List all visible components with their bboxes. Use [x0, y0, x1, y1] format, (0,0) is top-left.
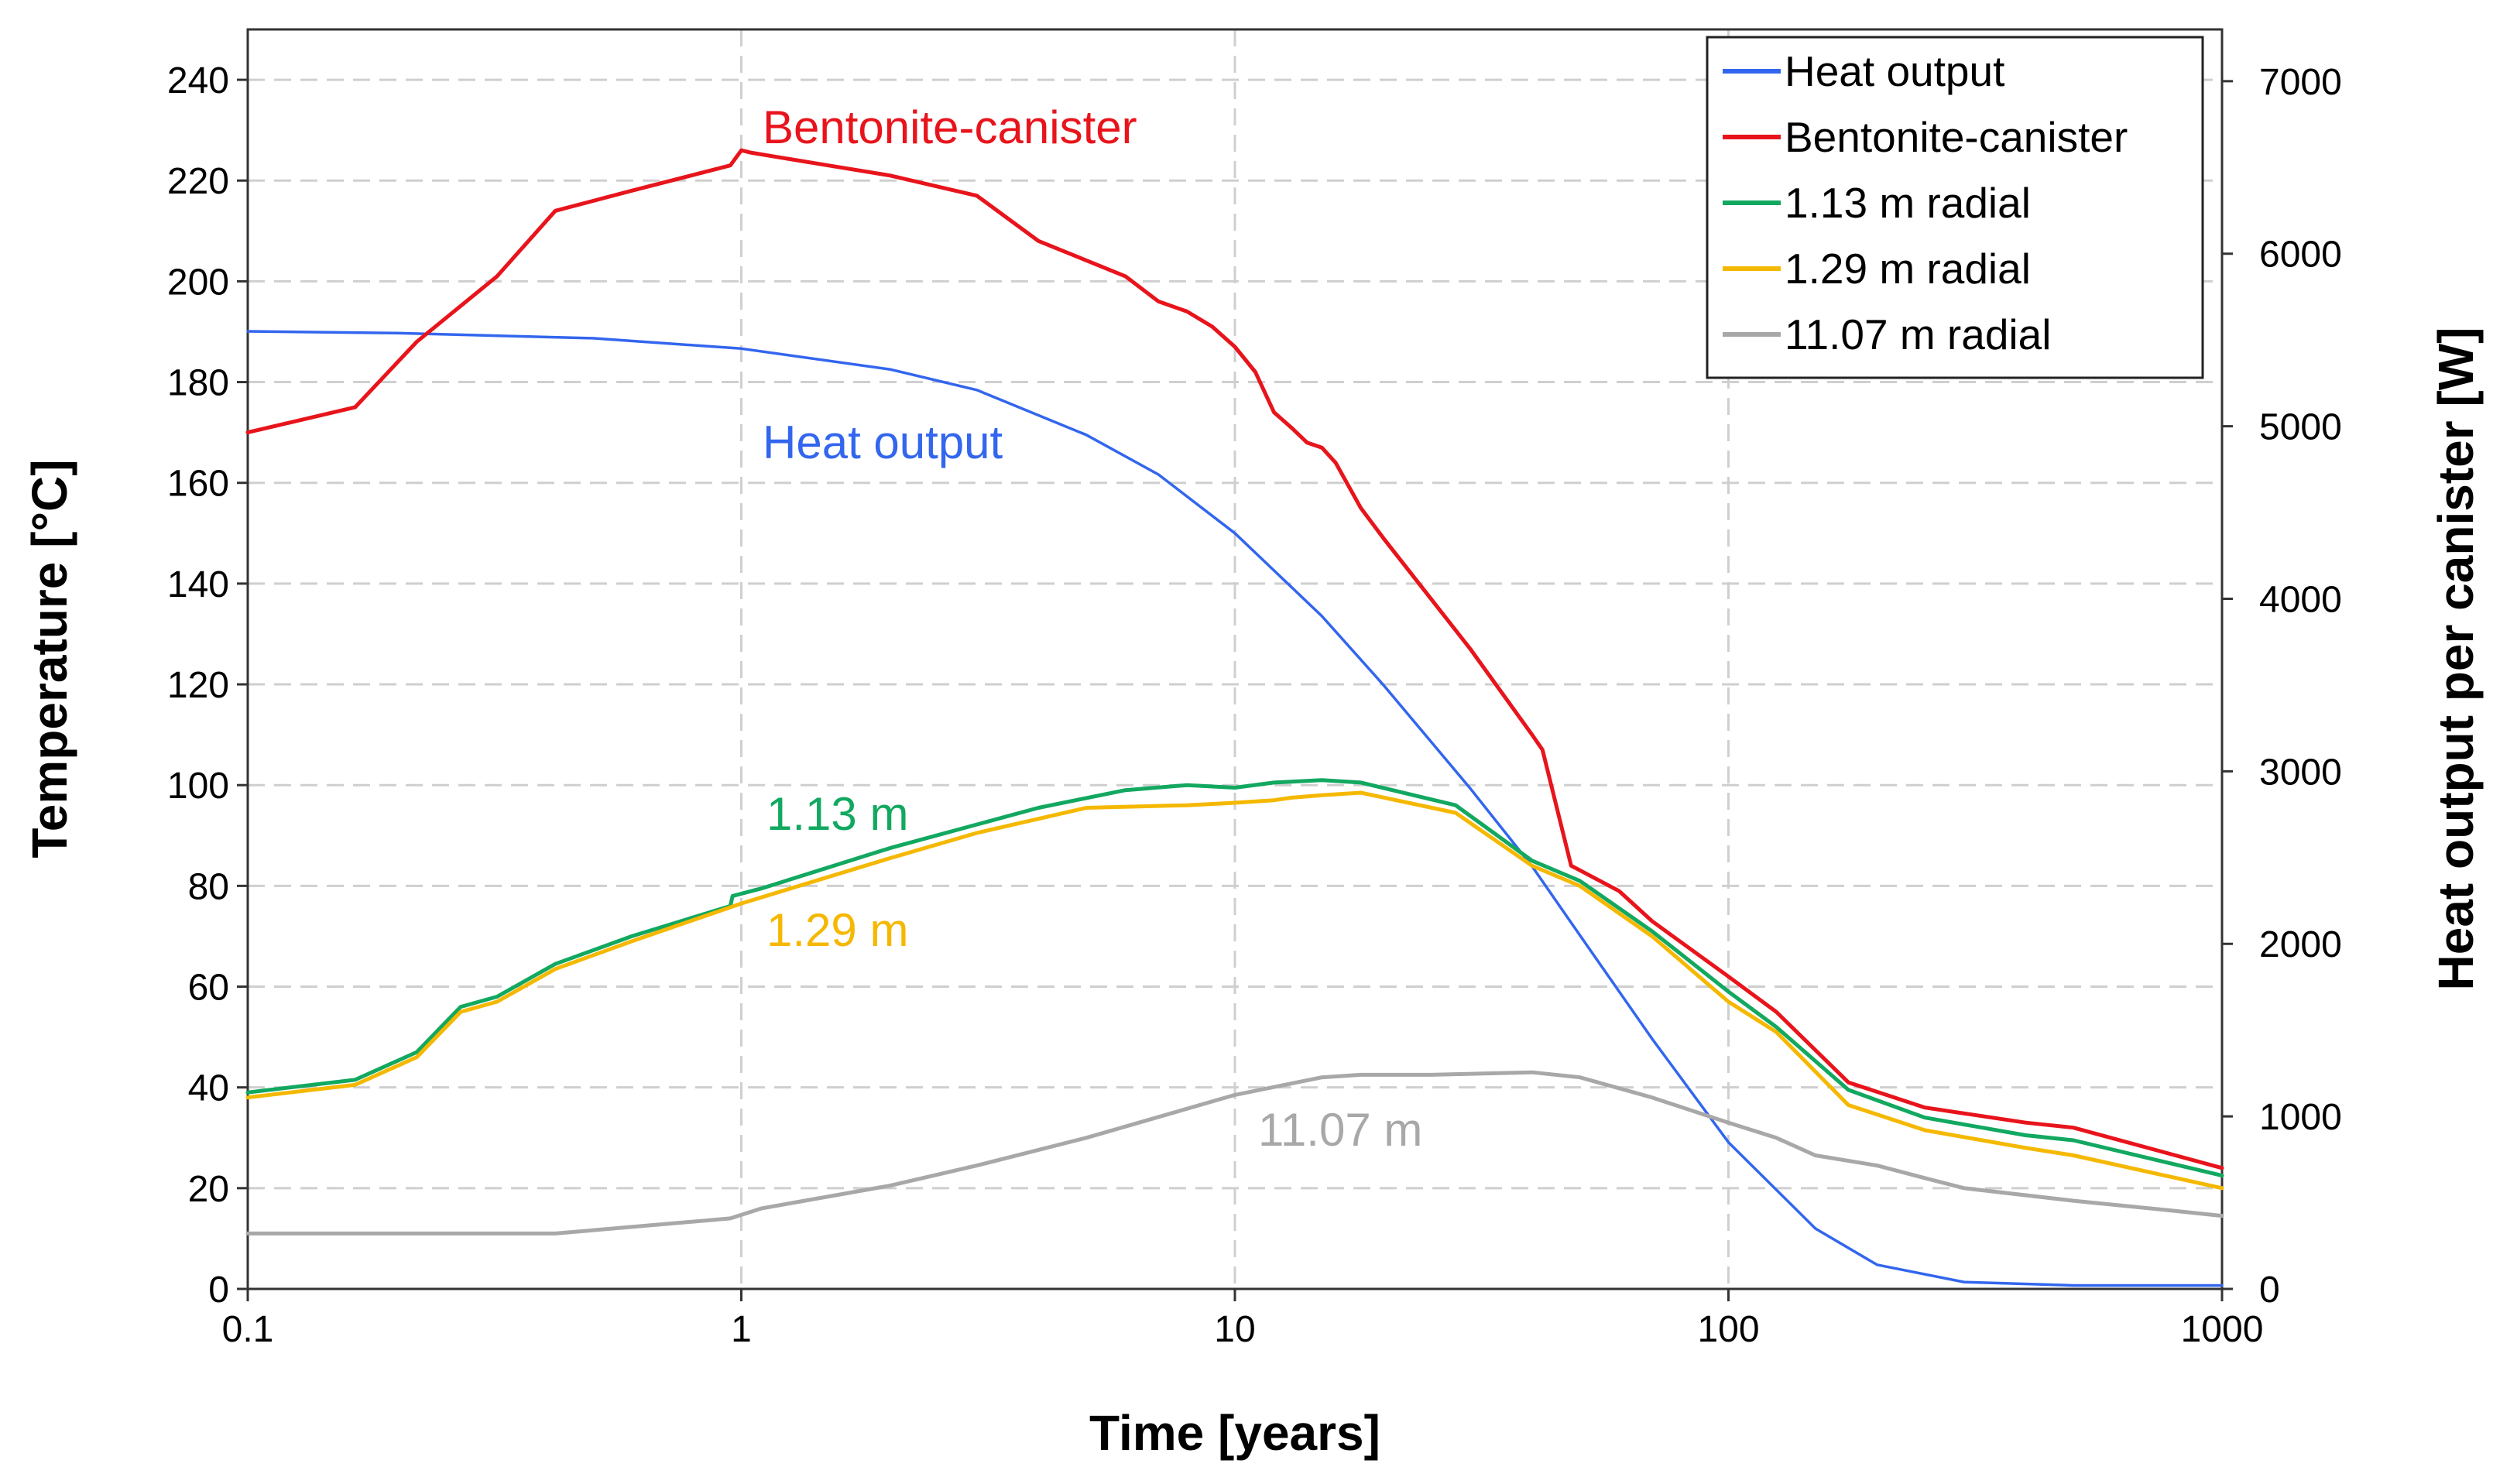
y-tick-label: 40 [188, 1068, 229, 1109]
series-layer [245, 148, 2224, 1287]
legend-label-bentonite-canister: Bentonite-canister [1785, 113, 2128, 161]
x-tick-label: 1 [731, 1309, 752, 1350]
legend-label-1-13-m-radial: 1.13 m radial [1785, 179, 2031, 227]
series-line-heat-output [246, 330, 2224, 1287]
y-tick-label: 120 [167, 665, 229, 706]
y2-tick-label: 1000 [2259, 1097, 2342, 1138]
x-axis-title: Time [years] [1089, 1405, 1380, 1461]
annotation-bentonite-canister: Bentonite-canister [763, 101, 1137, 153]
x-tick-label: 100 [1697, 1309, 1759, 1350]
y-tick-label: 220 [167, 161, 229, 202]
series-line-1-13-m-radial [245, 778, 2224, 1178]
annotation-1-29-m: 1.29 m [766, 904, 908, 956]
y2-axis-title: Heat output per canister [W] [2428, 327, 2484, 991]
annotations: Bentonite-canister Heat output 1.13 m 1.… [763, 101, 1422, 1156]
x-tick-label: 1000 [2181, 1309, 2264, 1350]
legend-label-11-07-m-radial: 11.07 m radial [1785, 310, 2051, 358]
y2-tick-label: 7000 [2259, 62, 2342, 103]
y2-tick-label: 2000 [2259, 924, 2342, 965]
legend-label-heat-output: Heat output [1785, 47, 2004, 95]
annotation-11-07-m: 11.07 m [1258, 1104, 1422, 1156]
annotation-heat-output: Heat output [763, 416, 1003, 468]
series-line-bentonite-canister [245, 148, 2224, 1170]
y-tick-label: 20 [188, 1169, 229, 1210]
legend-box [1706, 36, 2204, 379]
y-tick-label: 160 [167, 464, 229, 505]
y-tick-label: 140 [167, 564, 229, 605]
y-tick-label: 200 [167, 262, 229, 303]
series-line-11-07-m-radial [245, 1070, 2224, 1236]
y2-tick-label: 0 [2259, 1270, 2280, 1311]
y-tick-label: 240 [167, 60, 229, 101]
annotation-1-13-m: 1.13 m [766, 788, 908, 840]
y-tick-label: 180 [167, 363, 229, 404]
x-tick-label: 10 [1214, 1309, 1255, 1350]
legend: Heat output Bentonite-canister 1.13 m radi… [1706, 36, 2204, 379]
y-axis-title: Temperature [°C] [22, 459, 77, 858]
legend-label-1-29-m-radial: 1.29 m radial [1785, 245, 2031, 293]
y2-tick-label: 3000 [2259, 752, 2342, 793]
y-tick-label: 0 [208, 1270, 229, 1311]
ticks: 0 20 40 60 80 100 120 140 160 180 200 220 240 0.1 1 10 1… [167, 60, 2342, 1350]
y-tick-label: 100 [167, 766, 229, 807]
y2-tick-label: 5000 [2259, 407, 2342, 448]
y-tick-label: 80 [188, 866, 229, 907]
series-line-1-29-m-radial [245, 790, 2224, 1191]
y2-tick-label: 4000 [2259, 579, 2342, 620]
x-tick-label: 0.1 [222, 1309, 274, 1350]
y2-tick-label: 6000 [2259, 235, 2342, 276]
y-tick-label: 60 [188, 968, 229, 1009]
